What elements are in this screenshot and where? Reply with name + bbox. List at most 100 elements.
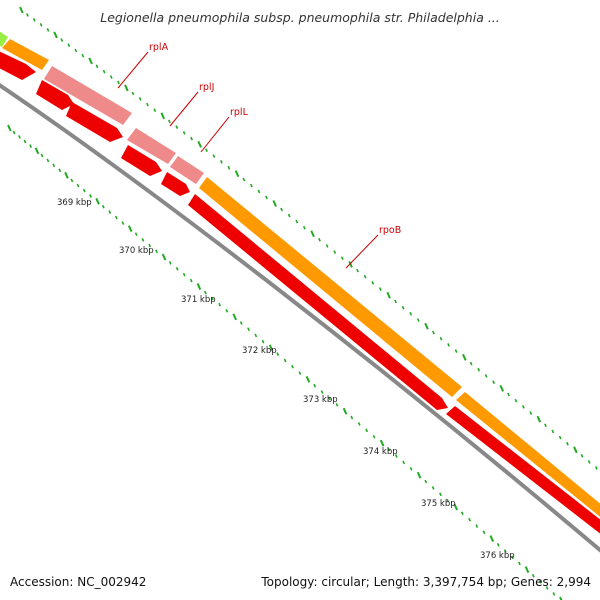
tick-mark	[521, 405, 525, 409]
tick-mark	[67, 43, 71, 48]
tick-mark	[205, 148, 208, 153]
tick-mark	[134, 232, 138, 237]
tick-mark	[225, 308, 229, 313]
position-label: 373 kbp	[303, 395, 338, 405]
tick-mark	[175, 125, 179, 129]
tick-mark	[82, 188, 86, 193]
tick-mark	[496, 543, 500, 547]
tick-mark	[280, 207, 284, 212]
reverse-cds-arrow-2	[36, 80, 74, 110]
tick-mark	[524, 566, 530, 574]
tick-mark	[371, 281, 375, 285]
tick-mark	[492, 380, 496, 384]
tick-mark	[507, 392, 510, 397]
tick-mark	[242, 177, 246, 182]
forward-cds-start-block	[0, 31, 8, 47]
reverse-cds-arrow-3	[66, 102, 123, 142]
tick-mark	[46, 158, 50, 163]
gene-label-rplJ: rplJ	[199, 82, 214, 93]
tick-mark	[401, 305, 405, 310]
tick-mark	[276, 352, 280, 356]
tick-mark	[386, 291, 391, 299]
tick-mark	[39, 23, 43, 27]
tick-mark	[76, 183, 80, 188]
tick-mark	[340, 256, 344, 261]
tick-mark	[402, 460, 406, 465]
tick-mark	[261, 339, 265, 344]
reverse-cds-arrow-4	[121, 145, 162, 176]
tick-mark	[46, 28, 50, 32]
reverse-cds-arrow-1	[0, 51, 36, 80]
tick-mark	[529, 411, 533, 415]
tick-mark	[148, 243, 152, 248]
tick-mark	[538, 580, 542, 584]
tick-mark	[302, 225, 306, 230]
tick-mark	[482, 530, 486, 535]
position-labels: 369 kbp 370 kbp 371 kbp 372 kbp 373 kbp …	[57, 198, 515, 561]
tick-mark	[531, 573, 535, 578]
tick-mark	[101, 204, 105, 209]
tick-mark	[153, 108, 157, 112]
tick-mark	[155, 249, 158, 254]
tick-mark	[211, 296, 214, 301]
tick-mark	[453, 503, 458, 511]
tick-mark	[363, 274, 367, 279]
tick-mark	[587, 460, 591, 464]
tick-mark	[190, 136, 193, 141]
tick-mark	[182, 131, 186, 135]
tick-mark	[60, 38, 64, 42]
forward-strand-track	[0, 31, 600, 517]
tick-mark	[432, 330, 435, 335]
tick-mark	[378, 287, 382, 291]
tick-mark	[510, 555, 514, 560]
position-label: 372 kbp	[242, 346, 277, 356]
tick-mark	[197, 140, 202, 148]
tick-mark	[545, 586, 549, 590]
tick-mark	[328, 396, 331, 401]
tick-mark	[462, 353, 467, 361]
tick-mark	[503, 549, 507, 553]
tick-mark	[26, 13, 29, 17]
backbone-line	[0, 83, 600, 553]
tick-mark	[320, 390, 324, 394]
tick-mark	[124, 84, 129, 92]
tick-mark	[348, 260, 353, 268]
tick-mark	[160, 112, 166, 120]
rplA-callout-line	[117, 51, 149, 89]
tick-mark	[409, 466, 413, 471]
tick-mark	[287, 213, 291, 218]
tick-mark	[247, 327, 250, 332]
tick-mark	[64, 171, 69, 179]
tick-mark	[127, 225, 133, 233]
tick-mark	[102, 69, 106, 74]
tick-mark	[249, 183, 253, 188]
tick-mark	[52, 163, 56, 168]
tick-mark	[318, 238, 321, 242]
tick-mark	[74, 48, 78, 53]
tick-mark	[335, 402, 339, 407]
position-label: 376 kbp	[480, 551, 515, 561]
tick-mark	[514, 398, 518, 403]
accession-label: Accession: NC_002942	[10, 575, 147, 589]
reverse-strand-track	[0, 51, 600, 534]
tick-mark	[439, 492, 442, 497]
reverse-cds-arrow-6	[188, 194, 448, 410]
tick-mark	[558, 435, 562, 440]
tick-mark	[454, 349, 458, 353]
forward-cds-rplA	[44, 66, 132, 125]
tick-mark	[239, 321, 243, 325]
tick-mark	[232, 313, 237, 321]
tick-mark	[544, 423, 547, 428]
tick-mark	[219, 160, 223, 164]
tick-mark	[357, 422, 361, 426]
tick-mark	[446, 498, 450, 503]
tick-mark	[475, 524, 479, 528]
topology-summary: Topology: circular; Length: 3,397,754 bp…	[261, 575, 591, 589]
tick-mark	[175, 266, 179, 271]
tick-mark	[18, 135, 21, 139]
tick-mark	[305, 375, 311, 383]
forward-cds-block-next	[456, 392, 600, 517]
rplJ-callout-line	[169, 91, 199, 127]
position-label: 370 kbp	[119, 246, 154, 256]
tick-mark	[19, 6, 24, 14]
